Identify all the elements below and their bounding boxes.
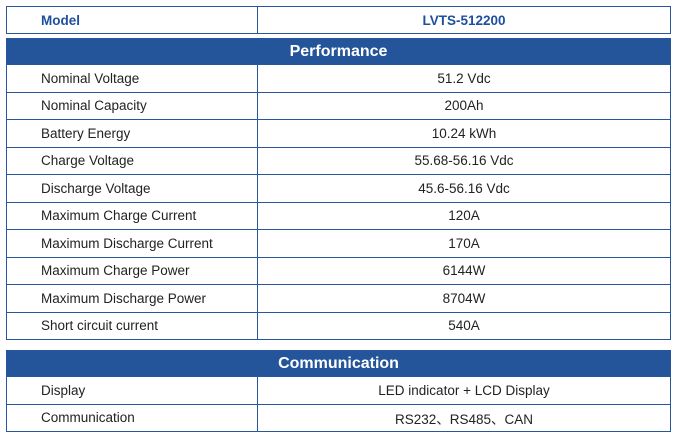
spec-label: Discharge Voltage [6, 174, 258, 203]
spec-label: Display [6, 376, 258, 405]
spec-row: Short circuit current 540A [6, 311, 672, 340]
spec-label: Maximum Charge Current [6, 201, 258, 230]
spec-label: Maximum Discharge Current [6, 229, 258, 258]
spec-row: Charge Voltage 55.68-56.16 Vdc [6, 146, 672, 175]
model-row: Model LVTS-512200 [6, 6, 671, 34]
model-label: Model [6, 6, 258, 34]
performance-title: Performance [5, 38, 672, 65]
spec-value: 6144W [256, 256, 672, 285]
spec-label: Charge Voltage [6, 146, 258, 175]
spec-value: 200Ah [256, 91, 672, 120]
spec-value: 51.2 Vdc [256, 64, 672, 93]
spec-label: Short circuit current [6, 311, 258, 340]
spec-value: LED indicator + LCD Display [256, 376, 672, 405]
communication-header: Communication [5, 350, 672, 377]
spec-value: 120A [256, 201, 672, 230]
spec-label: Maximum Discharge Power [6, 284, 258, 313]
spec-label: Battery Energy [6, 119, 258, 148]
spec-value: RS232、RS485、CAN [256, 403, 672, 432]
spec-row: Discharge Voltage 45.6-56.16 Vdc [6, 174, 672, 203]
spec-value: 540A [256, 311, 672, 340]
spec-row: Display LED indicator + LCD Display [6, 376, 672, 405]
spec-row: Maximum Charge Current 120A [6, 201, 672, 230]
communication-title: Communication [5, 350, 672, 377]
performance-table: Performance Nominal Voltage 51.2 Vdc Nom… [5, 38, 672, 340]
spec-value: 10.24 kWh [256, 119, 672, 148]
spec-value: 55.68-56.16 Vdc [256, 146, 672, 175]
performance-header: Performance [5, 38, 672, 65]
model-value: LVTS-512200 [257, 6, 671, 34]
spec-row: Nominal Capacity 200Ah [6, 91, 672, 120]
spec-value: 8704W [256, 284, 672, 313]
spec-value: 45.6-56.16 Vdc [256, 174, 672, 203]
spec-value: 170A [256, 229, 672, 258]
spec-row: Maximum Discharge Current 170A [6, 229, 672, 258]
spec-label: Communication [6, 403, 258, 432]
spec-label: Nominal Capacity [6, 91, 258, 120]
model-table: Model LVTS-512200 [6, 6, 671, 34]
spec-row: Maximum Discharge Power 8704W [6, 284, 672, 313]
spec-label: Maximum Charge Power [6, 256, 258, 285]
spec-label: Nominal Voltage [6, 64, 258, 93]
spec-row: Maximum Charge Power 6144W [6, 256, 672, 285]
spec-row: Communication RS232、RS485、CAN [6, 403, 672, 432]
spec-row: Nominal Voltage 51.2 Vdc [6, 64, 672, 93]
communication-table: Communication Display LED indicator + LC… [5, 350, 672, 432]
spec-row: Battery Energy 10.24 kWh [6, 119, 672, 148]
